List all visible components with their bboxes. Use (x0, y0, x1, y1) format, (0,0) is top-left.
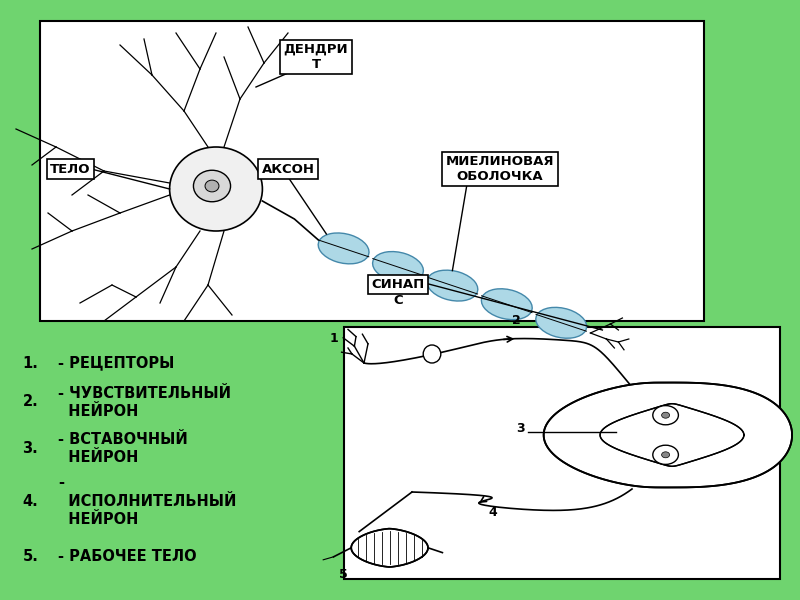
Circle shape (662, 452, 670, 458)
Text: 4.: 4. (22, 493, 38, 509)
Text: - ЧУВСТВИТЕЛЬНЫЙ
  НЕЙРОН: - ЧУВСТВИТЕЛЬНЫЙ НЕЙРОН (58, 385, 231, 419)
Circle shape (653, 445, 678, 464)
Text: 4: 4 (488, 506, 497, 519)
Circle shape (662, 412, 670, 418)
Text: -
  ИСПОЛНИТЕЛЬНЫЙ
  НЕЙРОН: - ИСПОЛНИТЕЛЬНЫЙ НЕЙРОН (58, 475, 237, 527)
Polygon shape (600, 404, 744, 466)
Text: - ВСТАВОЧНЫЙ
  НЕЙРОН: - ВСТАВОЧНЫЙ НЕЙРОН (58, 432, 188, 464)
FancyBboxPatch shape (344, 327, 780, 579)
Ellipse shape (427, 270, 478, 301)
Text: 3.: 3. (22, 440, 38, 456)
Text: 1: 1 (330, 332, 338, 345)
Ellipse shape (318, 233, 369, 264)
Text: 2.: 2. (22, 395, 38, 409)
Circle shape (653, 406, 678, 425)
Polygon shape (351, 529, 428, 567)
Text: ТЕЛО: ТЕЛО (50, 163, 90, 176)
FancyBboxPatch shape (40, 21, 704, 321)
Ellipse shape (423, 345, 441, 363)
Ellipse shape (373, 251, 423, 283)
Text: 3: 3 (516, 422, 525, 435)
Polygon shape (544, 383, 792, 487)
Text: 2: 2 (512, 314, 521, 327)
Ellipse shape (170, 147, 262, 231)
Text: 5.: 5. (22, 550, 38, 564)
Ellipse shape (205, 180, 219, 192)
Text: СИНАП: СИНАП (372, 278, 425, 291)
Text: С: С (394, 293, 403, 307)
Text: - РАБОЧЕЕ ТЕЛО: - РАБОЧЕЕ ТЕЛО (58, 550, 197, 564)
Ellipse shape (194, 170, 230, 202)
Text: МИЕЛИНОВАЯ
ОБОЛОЧКА: МИЕЛИНОВАЯ ОБОЛОЧКА (446, 155, 554, 183)
Text: ДЕНДРИ
Т: ДЕНДРИ Т (284, 43, 348, 71)
Text: АКСОН: АКСОН (262, 163, 314, 176)
Text: - РЕЦЕПТОРЫ: - РЕЦЕПТОРЫ (58, 355, 174, 370)
Ellipse shape (482, 289, 532, 320)
Ellipse shape (536, 307, 586, 338)
Text: 1.: 1. (22, 355, 38, 370)
Text: 5: 5 (339, 568, 348, 581)
